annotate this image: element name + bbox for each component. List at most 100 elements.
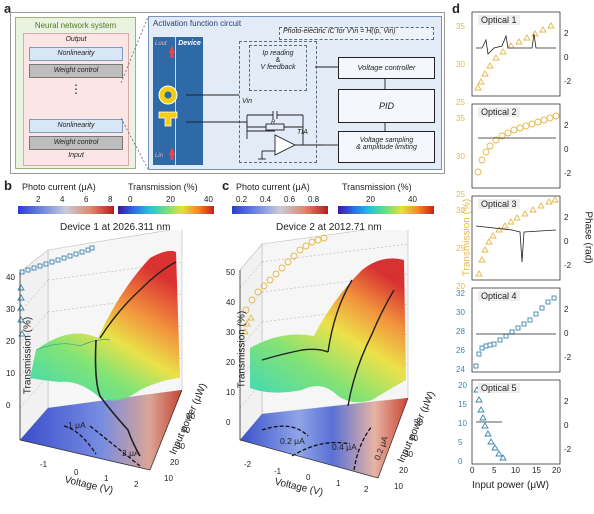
d3-right-ticks: 2 0 -2 xyxy=(564,206,571,278)
b-xtick: 2 xyxy=(134,480,139,489)
b-ztick: 0 xyxy=(6,401,11,410)
d-ytick: 30 xyxy=(456,308,465,317)
c-contour-label-2: 0.4 μA xyxy=(332,442,357,452)
b-cbar1-tick: 8 xyxy=(108,195,113,204)
d-subplot-title-5: Optical 5 xyxy=(478,383,520,393)
c-cbar2-tick: 40 xyxy=(408,195,417,204)
nn-layers-box: Output Nonlinearity Weight control ⋮ Non… xyxy=(23,33,129,166)
c-ytick: 10 xyxy=(394,482,403,491)
d-rtick: -2 xyxy=(564,261,572,270)
d1-yticks: 35 30 25 xyxy=(456,8,465,122)
d-rtick: -2 xyxy=(564,353,572,362)
d1-right-ticks: 2 0 -2 xyxy=(564,22,571,94)
c-ztick: 40 xyxy=(226,298,235,307)
d-ytick: 32 xyxy=(456,289,465,298)
light-arrows xyxy=(169,45,175,160)
b-cbar1-tick: 6 xyxy=(84,195,89,204)
d-ytick: 15 xyxy=(458,400,467,409)
layer-weight-control-bottom: Weight control xyxy=(29,136,123,150)
d-xtick: 0 xyxy=(470,466,475,475)
c-cbar1-tick: 0.6 xyxy=(284,195,296,204)
photodiode-icon xyxy=(158,85,178,127)
vin-label: Vin xyxy=(242,98,252,105)
d-ytick: 30 xyxy=(456,206,465,215)
c-xtick: 1 xyxy=(336,479,341,488)
layer-nonlinearity-bottom: Nonlinearity xyxy=(29,119,123,133)
d-ytick: 5 xyxy=(458,438,463,447)
b-ytick: 50 xyxy=(186,412,195,421)
d-rtick: 2 xyxy=(564,397,569,406)
c-plot xyxy=(239,230,409,479)
layer-weight-control-top: Weight control xyxy=(29,64,123,78)
c-ztick: 0 xyxy=(226,418,231,427)
c-ytick: 20 xyxy=(399,466,408,475)
b-ztick: 40 xyxy=(6,273,15,282)
b-cbar2-title: Transmission (%) xyxy=(128,182,198,192)
b-cbar1-title: Photo current (μA) xyxy=(22,182,96,192)
d-xtick: 15 xyxy=(532,466,541,475)
d4-yticks: 32 30 28 26 24 xyxy=(456,284,465,379)
d-plots xyxy=(471,11,561,465)
d-xtick: 20 xyxy=(552,466,561,475)
voltage-sampling-line1: Voltage sampling xyxy=(359,137,414,144)
panel-c: Photo current (μA) Transmission (%) 0.2 … xyxy=(222,180,452,514)
l-out-label: Lout xyxy=(155,41,167,47)
b-cbar1-tick: 4 xyxy=(60,195,65,204)
d-ytick: 30 xyxy=(456,152,465,161)
b-ztick: 30 xyxy=(6,305,15,314)
b-title: Device 1 at 2026.311 nm xyxy=(60,222,171,233)
c-xtick: 2 xyxy=(364,485,369,494)
c-cbar1-tick: 0.8 xyxy=(308,195,320,204)
d-rtick: 2 xyxy=(564,121,569,130)
b-cbar2-tick: 20 xyxy=(166,195,175,204)
d5-right-ticks: 2 0 -2 xyxy=(564,390,571,462)
d-ytick: 25 xyxy=(456,190,465,199)
b-xtick: 1 xyxy=(104,474,109,483)
afc-box: Activation function circuit Photo-electr… xyxy=(148,16,442,170)
d-ytick: 10 xyxy=(458,419,467,428)
pid-label: PID xyxy=(378,101,394,111)
c-xtick: 0 xyxy=(306,473,311,482)
d-ytick: 0 xyxy=(458,457,463,466)
amp-label: & xyxy=(275,57,281,64)
c-cbar1-tick: 0.4 xyxy=(260,195,272,204)
d3-yticks: 30 25 20 xyxy=(456,192,465,306)
d-xlabel: Input power (μW) xyxy=(472,480,549,491)
b-ytick: 40 xyxy=(181,426,190,435)
d2-yticks: 35 30 25 xyxy=(456,100,465,214)
voltage-sampling-box: Voltage sampling & amplitude limiting xyxy=(338,131,435,163)
c-ztick: 30 xyxy=(226,328,235,337)
c-ytick: 40 xyxy=(409,434,418,443)
layer-nonlinearity-bottom-label: Nonlinearity xyxy=(57,122,95,129)
layer-weight-control-bottom-label: Weight control xyxy=(53,139,99,146)
d5-yticks: 20 15 10 5 0 xyxy=(458,376,467,471)
b-cbar2 xyxy=(118,206,214,214)
c-ytick: 30 xyxy=(404,450,413,459)
b-ytick: 30 xyxy=(176,442,185,451)
c-cbar2-ticks: 20 40 xyxy=(352,195,442,205)
d-subplot-title-3: Optical 3 xyxy=(478,199,520,209)
b-cbar2-ticks: 0 20 40 xyxy=(128,195,218,205)
layer-nonlinearity-top: Nonlinearity xyxy=(29,47,123,61)
c-zticks: 50 40 30 20 10 0 xyxy=(226,258,235,438)
panel-b: Photo current (μA) Transmission (%) 2 4 … xyxy=(0,180,222,514)
layer-output-label: Output xyxy=(65,36,87,43)
b-cbar1-ticks: 2 4 6 8 xyxy=(36,195,118,205)
b-plot xyxy=(17,230,183,471)
d-ytick: 25 xyxy=(456,244,465,253)
c-xtick: -1 xyxy=(274,467,282,476)
d2-right-ticks: 2 0 -2 xyxy=(564,114,571,186)
c-ztick: 50 xyxy=(226,268,235,277)
b-zlabel: Transmission (%) xyxy=(22,316,34,395)
c-ztick: 20 xyxy=(226,358,235,367)
d4-right-ticks: 2 0 -2 xyxy=(564,298,571,370)
panel-d: Transmission (%) Phase (rad) xyxy=(452,0,594,514)
d-rtick: 2 xyxy=(564,305,569,314)
b-xtick: -1 xyxy=(40,460,48,469)
c-cbar1-ticks: 0.2 0.4 0.6 0.8 xyxy=(236,195,332,205)
b-ztick: 10 xyxy=(6,369,15,378)
v-feedback-label: V feedback xyxy=(260,64,296,71)
d-ytick: 28 xyxy=(456,327,465,336)
d-xtick: 10 xyxy=(511,466,520,475)
d-subplot-title-1: Optical 1 xyxy=(478,15,520,25)
